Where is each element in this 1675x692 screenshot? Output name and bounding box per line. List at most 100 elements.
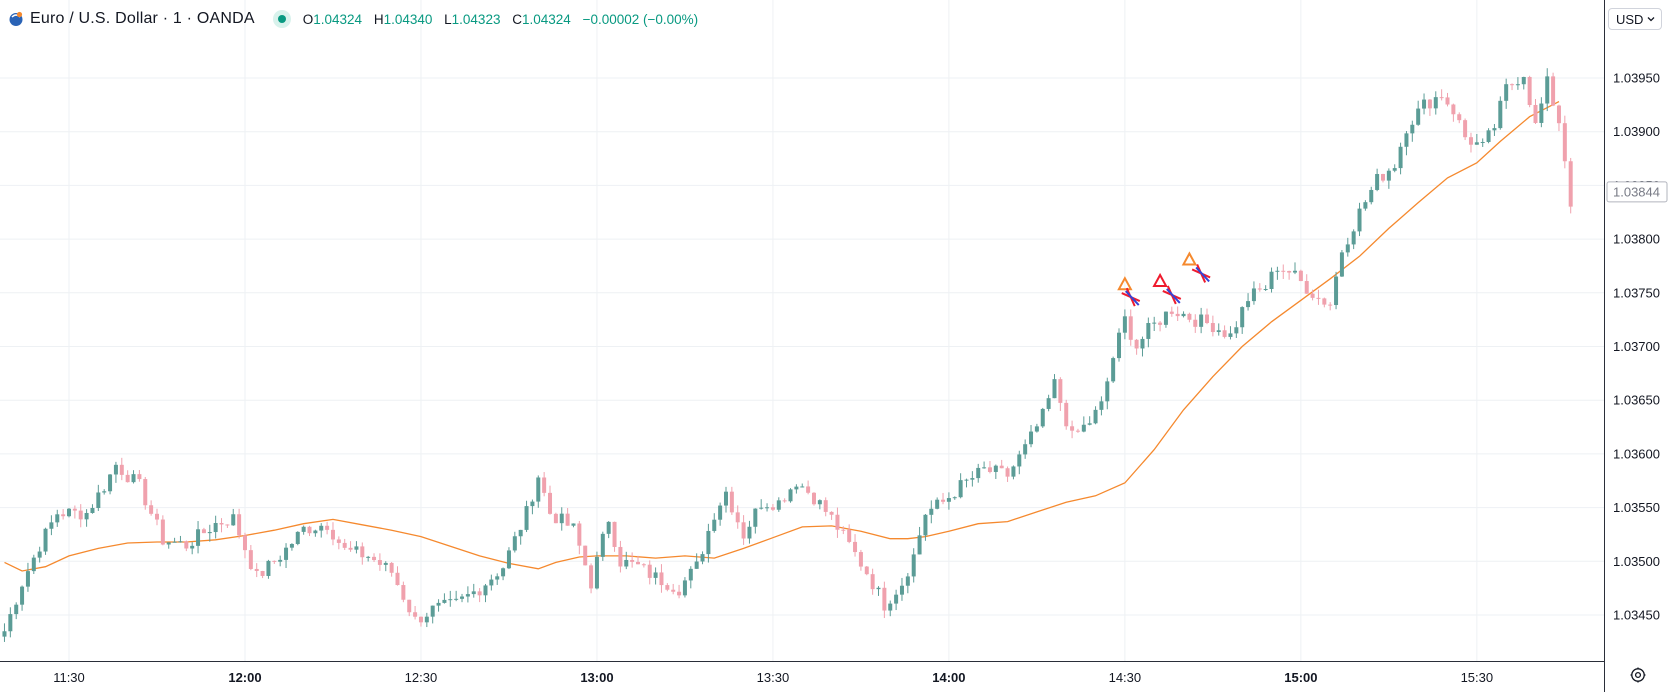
chart-grid (0, 0, 1604, 661)
candle-down (1310, 293, 1315, 298)
candle-down (418, 616, 423, 623)
candle-up (759, 507, 764, 509)
candle-up (1398, 146, 1403, 169)
currency-select[interactable]: USD (1608, 8, 1662, 30)
candle-down (636, 561, 641, 565)
candle-down (999, 465, 1004, 469)
candle-down (1328, 304, 1333, 306)
signal-triangle-marker (1181, 251, 1198, 266)
candle-down (882, 587, 887, 611)
candle-up (102, 491, 107, 493)
candle-up (530, 501, 535, 507)
candle-down (1439, 97, 1444, 99)
candle-up (706, 530, 711, 555)
candle-up (1422, 99, 1427, 109)
candle-up (1017, 454, 1022, 467)
candle-down (659, 572, 664, 586)
candle-up (1081, 424, 1086, 432)
candle-down (1457, 114, 1462, 121)
time-tick-label: 13:00 (580, 670, 613, 685)
candle-up (483, 585, 488, 596)
time-tick-label: 15:30 (1461, 670, 1494, 685)
ohlc-high-label: H (373, 11, 384, 27)
candle-up (923, 514, 928, 536)
candle-down (1427, 99, 1432, 109)
candle-up (1351, 231, 1356, 245)
candle-up (970, 478, 975, 480)
candle-down (260, 571, 265, 576)
candle-up (313, 530, 318, 534)
ohlc-open-label: O (302, 11, 314, 27)
candle-up (794, 486, 799, 490)
candle-up (1040, 408, 1045, 427)
candle-up (442, 599, 447, 603)
candle-down (671, 589, 676, 592)
chart-settings-button[interactable] (1627, 666, 1649, 688)
candle-down (143, 479, 148, 506)
candle-down (729, 491, 734, 513)
last-price-box (1606, 181, 1668, 203)
candle-up (1498, 100, 1503, 129)
candle-down (325, 525, 330, 530)
candle-up (108, 474, 113, 492)
signal-triangle-marker (1117, 276, 1133, 291)
price-tick-label: 1.03900 (1613, 124, 1660, 139)
time-tick-label: 13:30 (757, 670, 790, 685)
candle-up (1363, 202, 1368, 209)
candle-up (800, 486, 805, 488)
candle-up (383, 562, 388, 565)
candle-up (1386, 170, 1391, 181)
price-tick-label: 1.03500 (1613, 554, 1660, 569)
candle-up (1199, 314, 1204, 327)
candle-down (1463, 120, 1468, 138)
time-tick-label: 15:00 (1284, 670, 1317, 685)
candle-up (454, 598, 459, 600)
candle-down (119, 464, 124, 475)
candle-up (31, 557, 36, 572)
candle-down (811, 492, 816, 505)
candle-up (1480, 141, 1485, 143)
candle-up (131, 474, 136, 483)
candle-down (377, 560, 382, 565)
candle-up (55, 514, 60, 523)
candle-down (1562, 123, 1567, 162)
moving-average-layer (4, 101, 1560, 572)
candle-up (14, 604, 19, 615)
candle-up (1504, 84, 1509, 101)
price-tick-label: 1.03950 (1613, 71, 1660, 86)
price-tick-label: 1.03600 (1613, 446, 1660, 461)
candle-up (196, 529, 201, 546)
candle-down (553, 513, 558, 524)
candle-down (1380, 174, 1385, 181)
candle-up (1515, 84, 1520, 86)
candle-down (1451, 104, 1456, 115)
candle-up (1339, 252, 1344, 277)
candle-up (1392, 168, 1397, 171)
candle-up (1228, 333, 1233, 337)
candle-down (1205, 314, 1210, 324)
candle-up (1240, 307, 1245, 328)
candle-up (1023, 444, 1028, 455)
candle-up (1246, 301, 1251, 308)
candle-down (1304, 281, 1309, 294)
candle-down (589, 565, 594, 589)
candle-up (495, 576, 500, 580)
symbol-title[interactable]: Euro / U.S. Dollar · 1 · OANDA (30, 10, 255, 27)
candle-down (413, 612, 418, 617)
ohlc-close-value: 1.04324 (521, 11, 571, 27)
candle-up (113, 464, 118, 475)
candle-up (37, 551, 42, 558)
candle-down (1257, 288, 1262, 290)
candle-down (1510, 84, 1515, 86)
candle-up (1492, 128, 1497, 131)
candle-up (1117, 332, 1122, 359)
candle-down (841, 529, 846, 531)
candle-up (1334, 276, 1339, 306)
candle-down (870, 574, 875, 590)
candle-down (864, 566, 869, 575)
candle-up (1263, 289, 1268, 291)
candle-down (1187, 313, 1192, 320)
candle-up (899, 585, 904, 595)
candle-up (682, 580, 687, 596)
